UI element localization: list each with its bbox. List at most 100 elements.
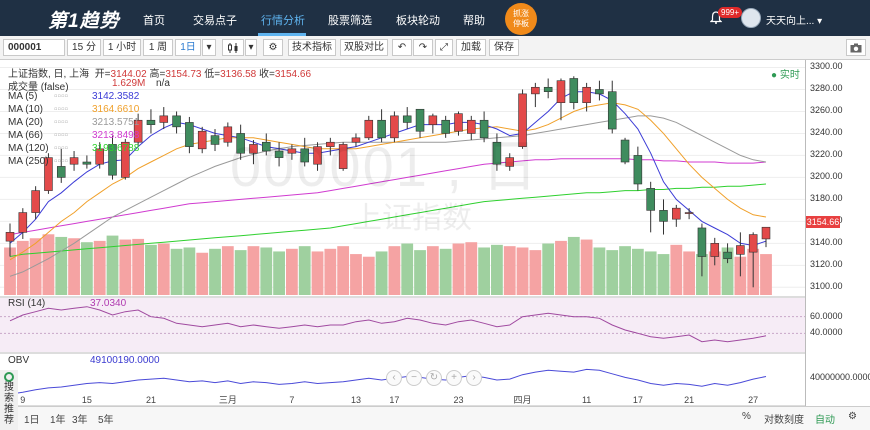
ma-settings-icon[interactable]: ▫▫▫▫: [54, 91, 69, 102]
volume-bar: [503, 246, 516, 295]
open-label: 开=: [94, 69, 111, 80]
ma-settings-icon[interactable]: ▫▫▫▫: [54, 143, 69, 154]
ma-settings-icon[interactable]: ▫▫▫▫: [54, 130, 69, 141]
x-tick-label: 13: [351, 395, 361, 405]
ma-settings-icon[interactable]: ▫▫▫▫: [54, 104, 69, 115]
zoom-in-icon[interactable]: +: [446, 370, 462, 386]
open-value: 3144.02: [110, 69, 147, 80]
period-dropdown-icon[interactable]: ▾: [202, 39, 216, 56]
reset-zoom-icon[interactable]: ↻: [426, 370, 442, 386]
candle-body: [492, 141, 502, 165]
brand-logo[interactable]: 第1趋势: [48, 11, 120, 32]
ma-legend-row: MA (20) ▫▫▫▫ 3213.5751: [8, 117, 139, 128]
ma-settings-icon[interactable]: ▫▫▫▫: [54, 156, 69, 167]
chart-type-dropdown-icon[interactable]: ▾: [245, 39, 257, 56]
indicator-tick-label: 40.0000: [810, 327, 843, 338]
scroll-left-icon[interactable]: ‹: [386, 370, 402, 386]
candle-body: [172, 115, 181, 128]
compare-button[interactable]: 双股对比: [340, 39, 388, 56]
promo-badge[interactable]: 抓涨 停板: [505, 3, 537, 35]
indicator-tick-label: 60.0000: [810, 310, 843, 321]
redo-icon[interactable]: ↷: [413, 39, 433, 56]
range-1y-button[interactable]: 1年: [50, 415, 66, 426]
load-button[interactable]: 加载: [456, 39, 486, 56]
candle-body: [300, 148, 309, 163]
low-label: 低=: [204, 69, 221, 80]
nav-active-underline: [258, 33, 306, 36]
nav-item-market-analysis[interactable]: 行情分析: [261, 15, 305, 27]
promo-line-2: 停板: [513, 19, 529, 28]
price-tick-label: 3140.00: [810, 237, 843, 248]
candle-body: [428, 115, 438, 125]
nav-item-home[interactable]: 首页: [143, 15, 165, 27]
search-recommend-tab[interactable]: 搜 索 推 荐: [0, 370, 18, 430]
candle-body: [185, 122, 194, 147]
volume-bar: [619, 246, 631, 295]
volume-bar: [80, 242, 93, 295]
volume-bar: [298, 246, 311, 295]
log-scale-button[interactable]: 对数刻度: [764, 415, 804, 426]
gear-icon[interactable]: ⚙: [263, 39, 283, 56]
volume-bar: [721, 247, 734, 295]
volume-bar: [567, 236, 580, 295]
period-15m-button[interactable]: 15 分: [67, 39, 101, 56]
side-tab-char-3: 推: [4, 404, 14, 415]
period-1w-button[interactable]: 1 周: [143, 39, 173, 56]
candle-body: [95, 148, 104, 165]
nav-item-stock-screener[interactable]: 股票筛选: [328, 15, 372, 27]
volume-bar: [196, 252, 209, 295]
ma5-line: [9, 91, 767, 247]
period-1h-button[interactable]: 1 小时: [103, 39, 141, 56]
range-5y-button[interactable]: 5年: [98, 415, 114, 426]
ohlc-legend: 上证指数, 日, 上海 开=3144.02 高=3154.73 低=3136.5…: [8, 65, 311, 80]
symbol-input[interactable]: 000001: [3, 39, 65, 56]
volume-bar: [119, 239, 132, 295]
scroll-right-icon[interactable]: ›: [466, 370, 482, 386]
x-tick-label: 9: [20, 395, 25, 405]
candle-body: [121, 141, 130, 178]
candle-body: [82, 161, 92, 165]
realtime-label: 实时: [779, 70, 800, 81]
candle-body: [261, 141, 271, 152]
candle-body: [5, 232, 15, 242]
nav-item-ideas[interactable]: 交易点子: [193, 15, 237, 27]
volume-bar: [157, 243, 170, 295]
candlestick-icon[interactable]: [222, 39, 244, 56]
nav-item-help[interactable]: 帮助: [463, 15, 485, 27]
zoom-out-icon[interactable]: −: [406, 370, 422, 386]
period-1d-button[interactable]: 1日: [175, 39, 201, 56]
camera-icon[interactable]: [846, 39, 866, 56]
nav-item-sector-rotation[interactable]: 板块轮动: [396, 15, 440, 27]
undo-icon[interactable]: ↶: [392, 39, 412, 56]
range-1d-button[interactable]: 1日: [24, 415, 40, 426]
price-tick-label: 3220.00: [810, 149, 843, 160]
volume-bar: [183, 247, 196, 295]
volume-bar: [375, 251, 388, 295]
user-name: 天天向上...: [766, 16, 815, 27]
watermark-code: 000001 , 日: [230, 135, 540, 198]
candle-body: [479, 119, 489, 139]
volume-bar: [439, 248, 452, 295]
price-tick-label: 3180.00: [810, 193, 843, 204]
fullscreen-icon[interactable]: ⤢: [435, 39, 453, 56]
promo-line-1: 抓涨: [513, 9, 529, 18]
save-button[interactable]: 保存: [489, 39, 519, 56]
avatar[interactable]: [741, 8, 761, 28]
candle-body: [748, 234, 758, 253]
high-label: 高=: [149, 69, 166, 80]
realtime-indicator[interactable]: ● 实时: [771, 70, 800, 81]
volume-bar: [234, 250, 247, 295]
candle-body: [146, 119, 156, 125]
settings-icon[interactable]: ⚙: [848, 411, 857, 422]
range-3y-button[interactable]: 3年: [72, 415, 88, 426]
top-nav: 第1趋势 首页 交易点子 行情分析 股票筛选 板块轮动 帮助 抓涨 停板 999…: [0, 0, 870, 36]
ma-settings-icon[interactable]: ▫▫▫▫: [54, 117, 69, 128]
user-menu[interactable]: 天天向上... ▾: [766, 12, 822, 27]
percent-scale-button[interactable]: %: [742, 411, 751, 422]
close-label: 收=: [259, 69, 275, 80]
volume-bar: [644, 251, 657, 295]
tech-indicators-button[interactable]: 技术指标: [288, 39, 336, 56]
auto-scale-button[interactable]: 自动: [815, 415, 835, 426]
ma20-line: [9, 115, 767, 277]
volume-bar: [414, 250, 426, 295]
